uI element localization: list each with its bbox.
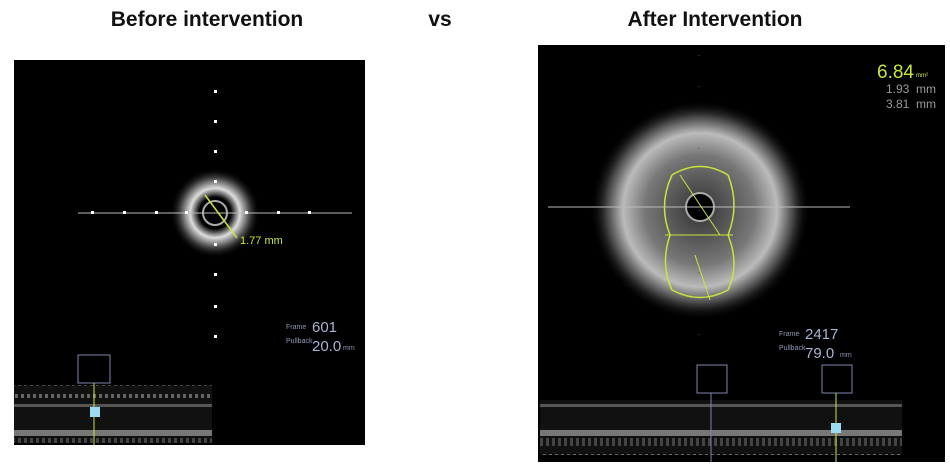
separator: vs xyxy=(428,8,451,31)
frame-value: 601 xyxy=(312,319,337,336)
pullback-label: Pullback xyxy=(779,345,806,352)
after-image: 6.84 mm² 1.93 mm 3.81 mm Frame 2417 Pull… xyxy=(538,45,945,462)
title-after: After Intervention xyxy=(627,8,802,31)
title-before: Before intervention xyxy=(111,8,304,31)
frame-label: Frame xyxy=(286,324,306,331)
min-diameter-unit: mm xyxy=(916,82,936,96)
pullback-unit: mm xyxy=(840,352,852,359)
min-diameter: 1.93 xyxy=(886,82,910,96)
measurement: 1.77 mm xyxy=(240,235,283,247)
pullback-value: 20.0 xyxy=(312,338,341,355)
pullback-value: 79.0 xyxy=(805,345,834,362)
frame-label: Frame xyxy=(779,331,799,338)
max-diameter: 3.81 xyxy=(886,97,910,111)
pullback-unit: mm xyxy=(343,345,355,352)
pullback-label: Pullback xyxy=(286,338,313,345)
before-image: 1.77 mm Frame 601 Pullback 20.0 mm xyxy=(14,60,365,445)
area-value: 6.84 xyxy=(877,62,914,83)
frame-value: 2417 xyxy=(805,326,838,343)
area-unit: mm² xyxy=(916,73,928,79)
max-diameter-unit: mm xyxy=(916,97,936,111)
